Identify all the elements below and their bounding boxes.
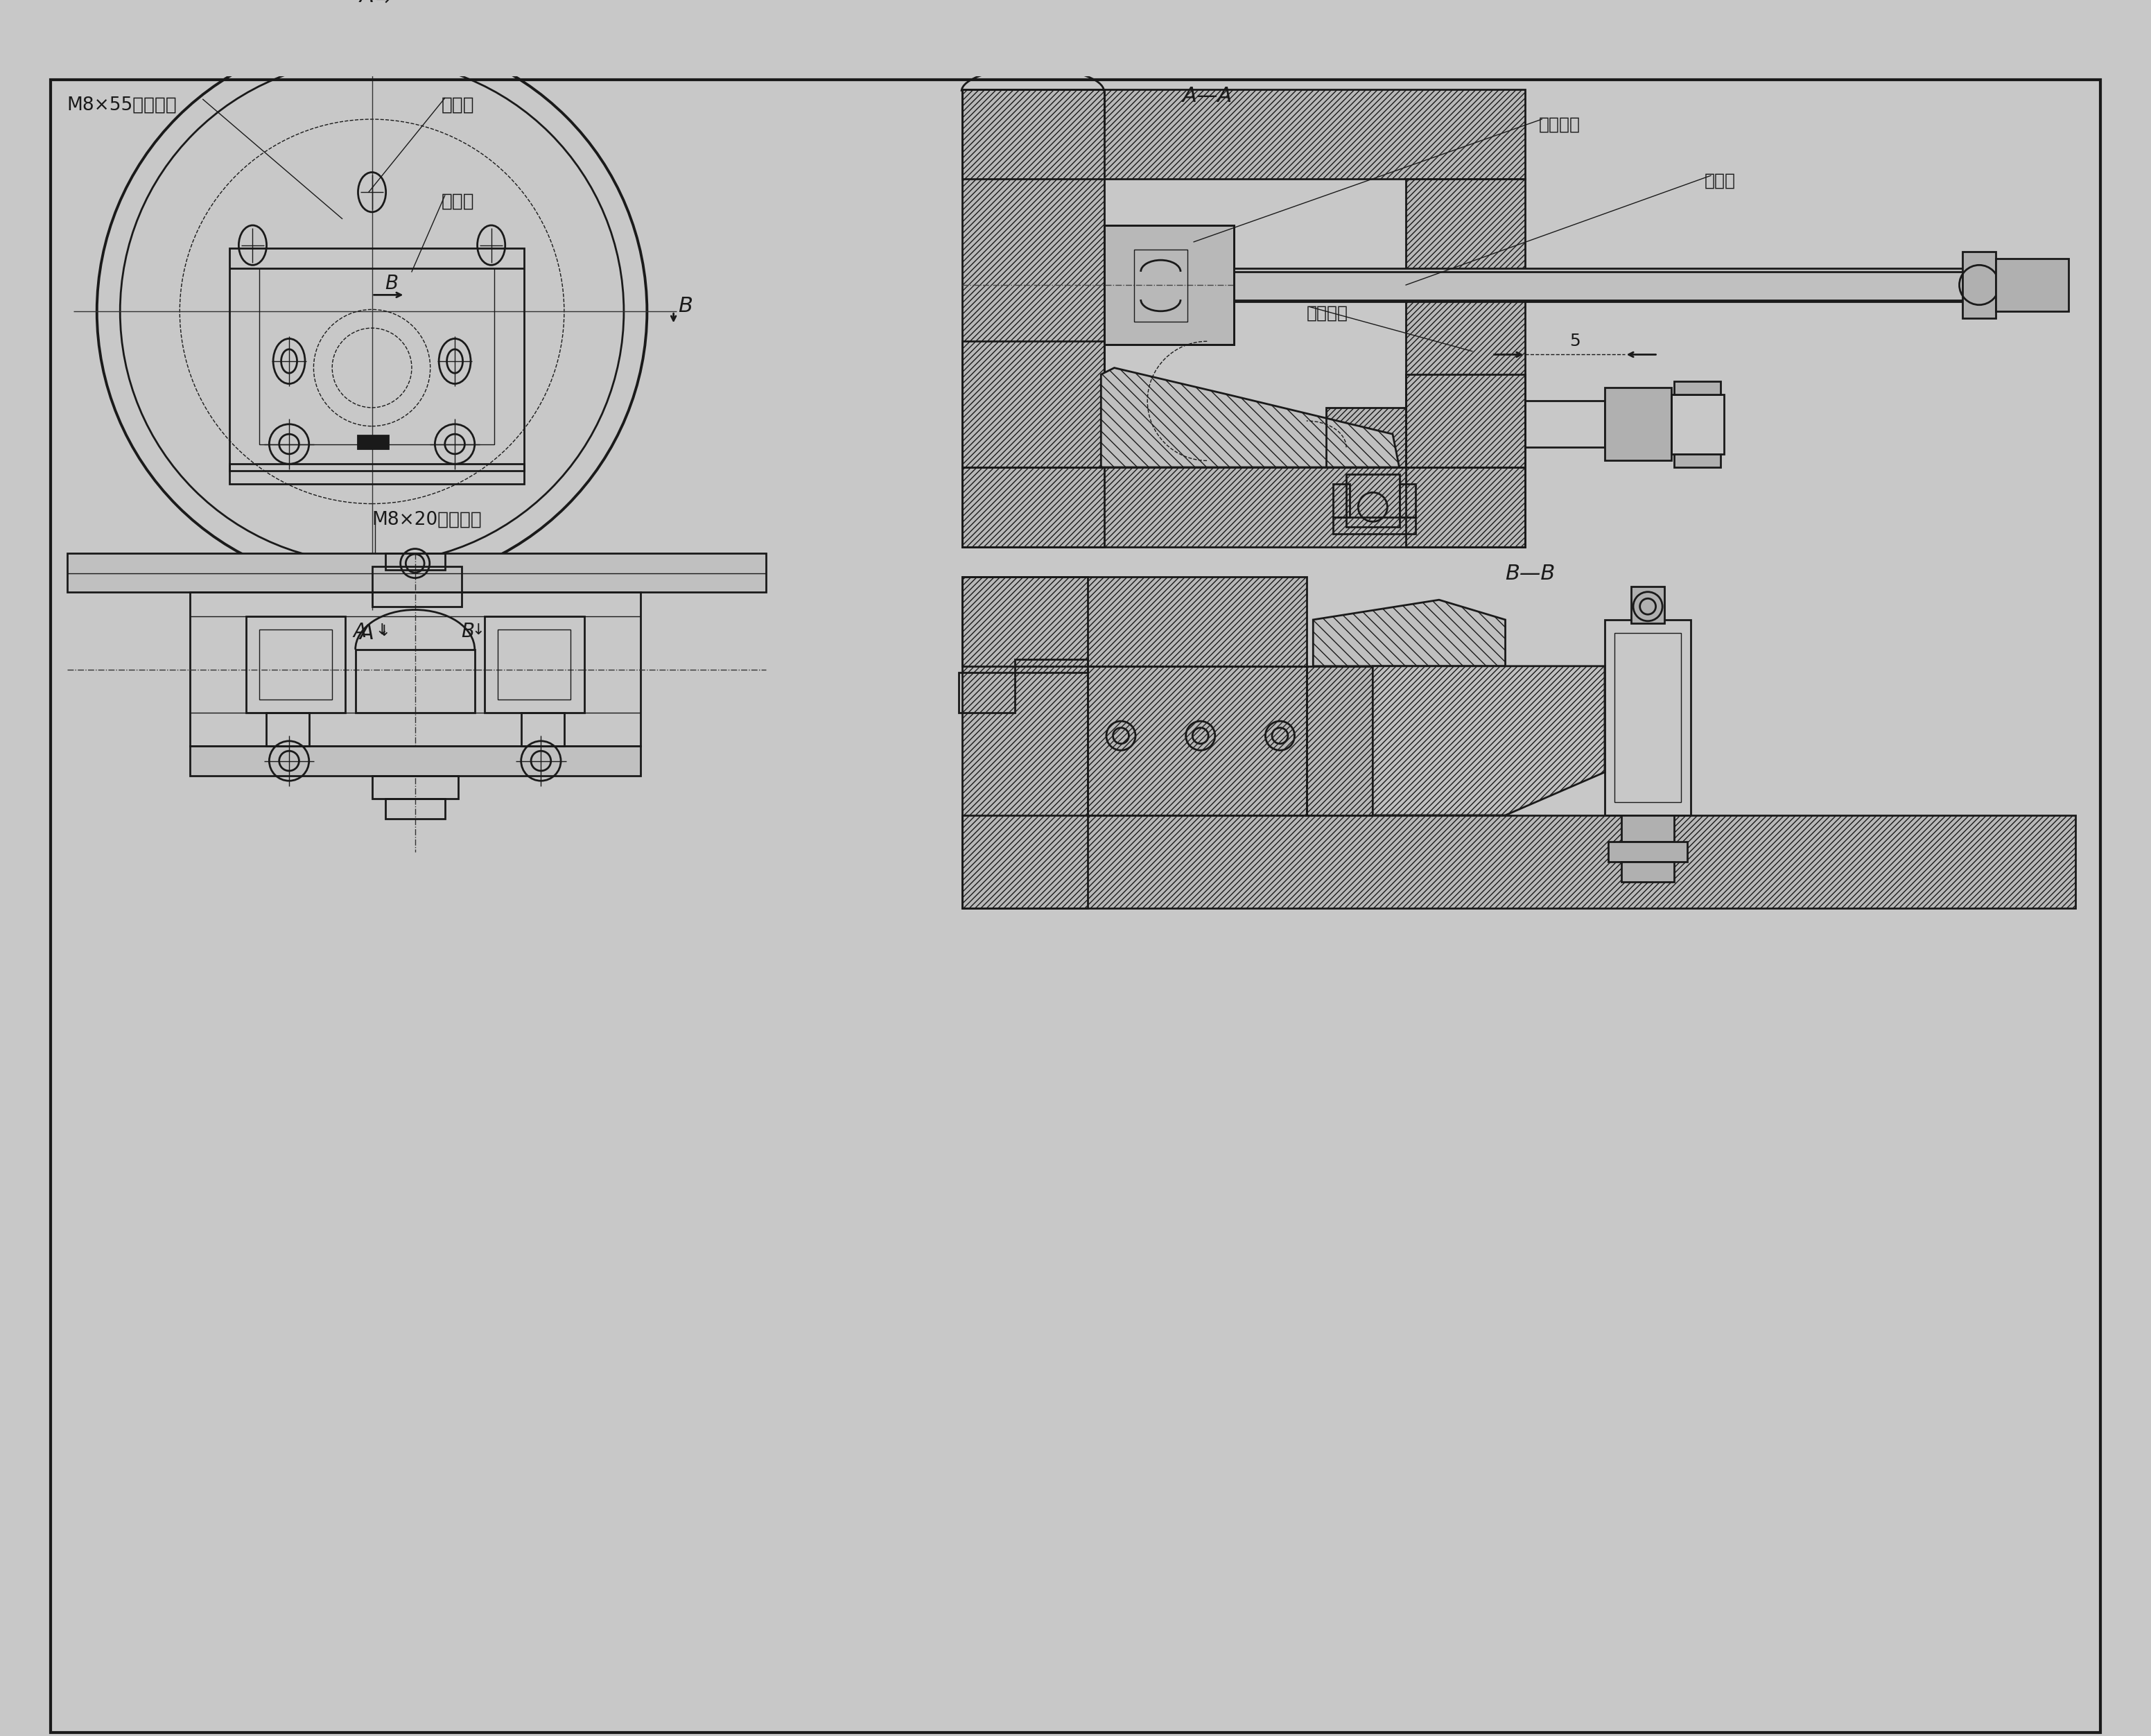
- Bar: [484, 616, 585, 712]
- Bar: [961, 342, 1103, 467]
- Bar: [260, 269, 495, 444]
- Text: 平衡块: 平衡块: [441, 95, 475, 115]
- Text: M8×20平头螺钉: M8×20平头螺钉: [372, 510, 482, 528]
- Text: M8×55平头螺钉: M8×55平头螺钉: [67, 95, 176, 115]
- Bar: [260, 630, 331, 700]
- Bar: [961, 90, 1525, 179]
- Bar: [1605, 620, 1691, 816]
- Bar: [372, 776, 458, 799]
- Bar: [961, 467, 1525, 547]
- Bar: [1407, 375, 1525, 467]
- Bar: [1327, 408, 1407, 467]
- Bar: [1615, 634, 1680, 802]
- Bar: [1088, 667, 1306, 816]
- Bar: [1233, 269, 2035, 302]
- Bar: [245, 616, 346, 712]
- Bar: [1622, 816, 1673, 842]
- Bar: [961, 90, 1103, 547]
- Bar: [1996, 259, 2069, 311]
- Bar: [1088, 667, 1306, 816]
- Polygon shape: [1312, 601, 1506, 667]
- Text: →: →: [374, 0, 389, 9]
- Bar: [1334, 484, 1349, 517]
- Bar: [230, 248, 525, 470]
- Text: 紧固螺母: 紧固螺母: [1538, 116, 1581, 132]
- Polygon shape: [1372, 667, 1605, 816]
- Bar: [1334, 517, 1415, 533]
- Bar: [1306, 667, 1372, 816]
- Bar: [1609, 842, 1689, 861]
- Bar: [189, 746, 641, 776]
- Bar: [1407, 375, 1525, 467]
- Bar: [521, 712, 564, 746]
- Bar: [961, 576, 1306, 667]
- Bar: [1015, 660, 1088, 674]
- Bar: [961, 467, 1525, 547]
- Bar: [1233, 273, 2035, 300]
- Text: A: A: [353, 621, 366, 641]
- Bar: [267, 712, 310, 746]
- Bar: [372, 566, 462, 606]
- Text: A: A: [359, 623, 374, 642]
- Bar: [961, 90, 1525, 179]
- Text: B: B: [678, 297, 693, 316]
- Bar: [355, 649, 475, 712]
- Bar: [67, 554, 766, 592]
- Bar: [1103, 226, 1233, 345]
- Bar: [1407, 179, 1525, 547]
- Bar: [230, 464, 525, 484]
- Bar: [1605, 387, 1671, 460]
- Bar: [961, 576, 1306, 667]
- Bar: [189, 592, 641, 746]
- Bar: [1525, 401, 1605, 448]
- Bar: [961, 576, 1088, 908]
- Bar: [1103, 226, 1233, 345]
- Bar: [1306, 667, 1372, 816]
- Polygon shape: [1101, 368, 1400, 467]
- Bar: [385, 554, 445, 569]
- Bar: [1103, 226, 1233, 345]
- Bar: [1962, 252, 1996, 318]
- Bar: [961, 816, 2076, 908]
- Text: ↓: ↓: [374, 623, 387, 637]
- Bar: [1134, 250, 1187, 321]
- Bar: [961, 576, 1088, 908]
- Bar: [961, 816, 2076, 908]
- Bar: [961, 90, 1103, 547]
- Text: 对刀距离: 对刀距离: [1306, 306, 1349, 321]
- Bar: [1673, 455, 1721, 467]
- Bar: [497, 630, 570, 700]
- Text: B: B: [385, 274, 398, 293]
- Bar: [1347, 474, 1400, 528]
- Text: A—A: A—A: [1183, 87, 1233, 106]
- Text: B: B: [462, 621, 475, 641]
- Bar: [1327, 408, 1407, 467]
- Bar: [1673, 382, 1721, 394]
- Text: 对刀杆: 对刀杆: [1704, 172, 1736, 189]
- Bar: [1400, 484, 1415, 517]
- Text: A: A: [359, 0, 374, 7]
- Text: 夹具体: 夹具体: [441, 193, 475, 210]
- Bar: [961, 342, 1103, 467]
- Bar: [1407, 179, 1525, 547]
- Bar: [959, 674, 1015, 712]
- Text: ↓: ↓: [376, 625, 389, 639]
- Bar: [1671, 394, 1725, 455]
- Text: ↓: ↓: [471, 623, 484, 637]
- Bar: [357, 436, 387, 448]
- Text: B—B: B—B: [1506, 564, 1555, 583]
- Bar: [1622, 861, 1673, 882]
- Bar: [1630, 587, 1665, 623]
- Bar: [385, 799, 445, 819]
- Text: 5: 5: [1570, 333, 1581, 349]
